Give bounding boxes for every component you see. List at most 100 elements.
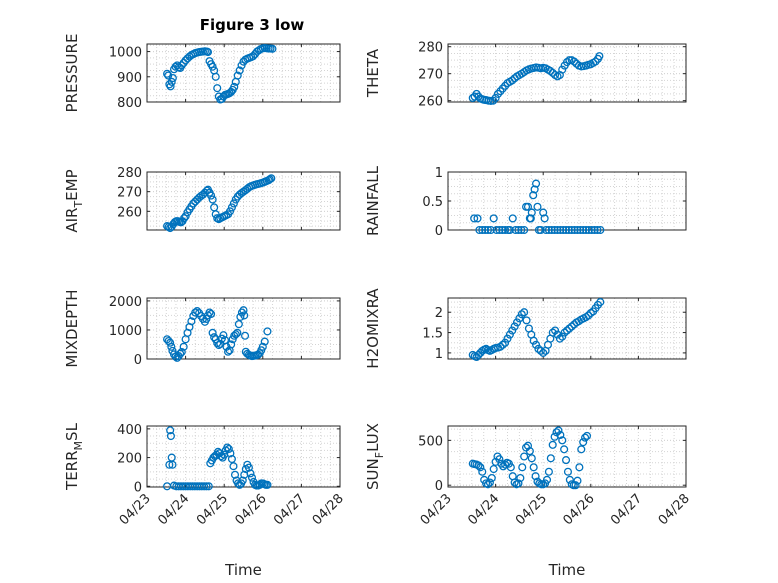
data-point [593,225,602,235]
data-point [246,469,255,478]
data-point [563,467,573,476]
series-pressure [163,43,277,104]
data-point [531,472,540,481]
data-point [560,328,569,337]
data-point [486,225,495,235]
panel-theta: 260 270 280 THETA [364,41,687,110]
figure-title: Figure 3 low [200,16,305,34]
data-point [567,322,576,331]
data-point [575,463,584,472]
data-point [179,342,188,351]
series-h2omixra [468,298,605,362]
data-point [240,311,249,320]
axes-frame [146,425,341,488]
data-point [239,306,248,315]
data-point [495,455,504,464]
panel-terr_msl: 04/23 04/24 04/25 04/26 04/27 04/28 0 200 400 TER… [63,422,347,579]
y-axis-label: SUNFLUX [364,423,386,490]
y-tick-label: 0 [134,480,142,495]
x-tick-label: 04/27 [271,491,308,528]
y-tick-label: 1.5 [422,327,443,342]
data-point [498,340,507,349]
data-point [470,214,479,223]
data-point [514,479,523,488]
y-axis-label: H2OMIXRA [364,288,382,369]
axes-frame [146,171,341,231]
data-point [491,93,500,103]
data-point [268,44,277,53]
y-tick-label: 0 [435,224,443,239]
data-point [207,309,216,319]
data-point [483,225,493,235]
data-point [518,463,527,472]
panel-sun_flux: 04/23 04/24 04/25 04/26 04/27 04/28 0 500 SUNFLU… [364,423,693,579]
panel-mixdepth: 0 1000 2000 MIXDEPTH [63,289,341,368]
data-point [181,212,190,221]
x-tick-label: 04/28 [656,491,693,528]
data-point [561,456,571,465]
data-point [180,214,189,223]
data-point [265,175,274,184]
data-point [581,433,590,442]
y-axis-label: PRESSURE [63,34,81,113]
data-point [233,328,242,337]
x-tick-label: 04/25 [513,491,550,528]
data-point [527,454,536,463]
y-tick-label: 0 [134,353,142,368]
y-tick-label: 1000 [109,324,142,339]
y-tick-label: 280 [418,41,443,56]
data-point [225,346,234,355]
data-point [510,478,519,487]
data-point [227,454,236,464]
data-point [204,482,213,491]
x-tick-label: 04/23 [418,491,455,528]
data-point [595,52,604,61]
panel-air_temp: 260 270 280 AIRTEMP [63,166,341,233]
data-point [564,225,573,235]
data-point [582,431,592,440]
data-point [244,463,253,472]
data-point [548,328,557,337]
y-tick-label: 270 [117,186,142,201]
data-point [187,317,196,326]
data-point [558,332,567,341]
data-point [166,338,175,347]
data-point [544,467,553,476]
data-point [559,225,568,235]
panel-h2omixra: 1 1.5 2 H2OMIXRA [364,288,687,369]
data-point [176,349,185,358]
series-terr_msl [163,426,272,491]
data-point [205,308,214,317]
data-point [520,452,529,461]
data-point [533,202,542,211]
data-point [506,463,515,472]
y-tick-label: 200 [117,452,142,467]
data-point [573,476,582,485]
series-sun_flux [468,426,592,490]
y-tick-label: 900 [117,71,142,86]
data-point [165,460,174,469]
data-point [496,342,505,351]
data-point [166,431,175,441]
data-point [546,454,555,463]
data-point [516,473,525,483]
data-point [515,314,524,323]
data-point [548,440,557,449]
data-point [536,225,545,235]
data-point [581,225,591,235]
data-point [517,310,526,319]
data-point [501,338,510,347]
x-tick-label: 04/24 [155,491,192,528]
data-point [542,475,552,484]
data-point [532,340,541,349]
x-tick-label: 04/25 [194,491,231,528]
data-point [234,320,243,329]
data-point [208,328,217,337]
y-axis-label: MIXDEPTH [63,289,81,367]
series-rainfall [470,179,605,235]
data-point [168,73,177,83]
data-point [514,225,523,235]
x-axis-label: Time [548,561,586,579]
data-point [200,482,209,491]
